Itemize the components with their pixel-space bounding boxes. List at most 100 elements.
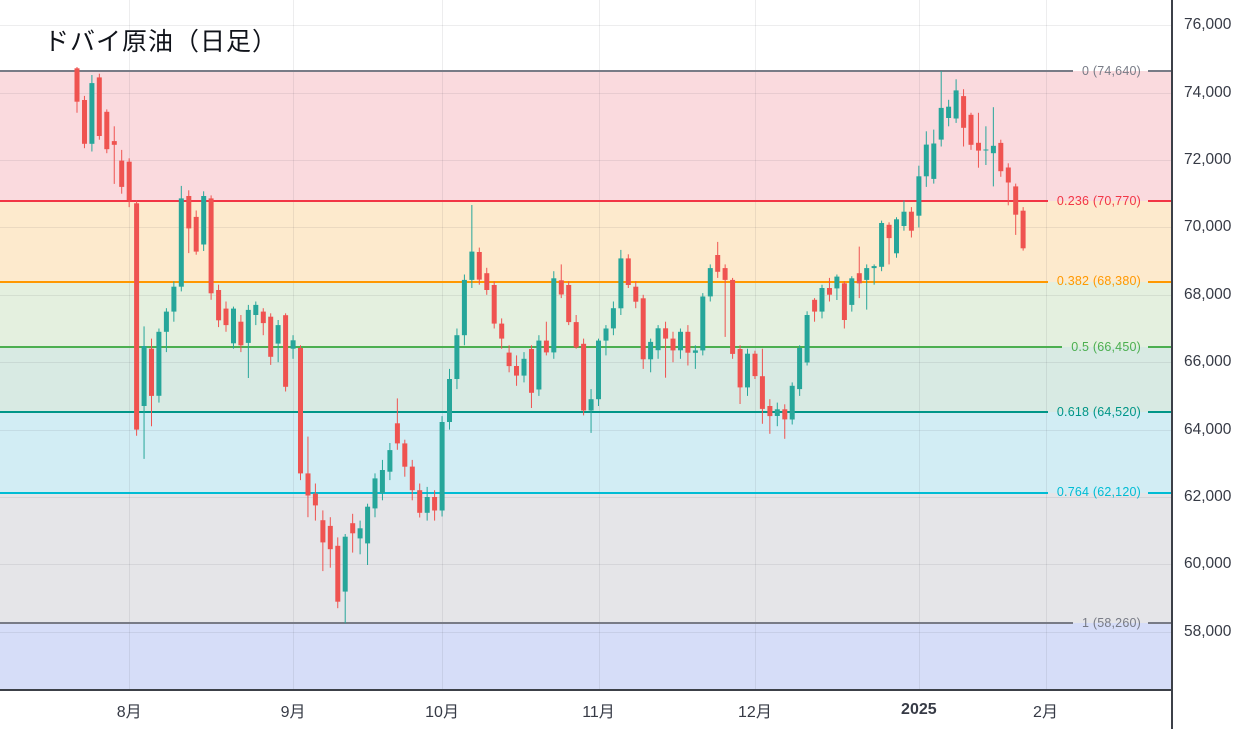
fib-level-line-stub bbox=[1148, 280, 1172, 283]
candle-up bbox=[231, 308, 236, 344]
fib-level-line[interactable] bbox=[0, 280, 1048, 283]
fib-level-label: 0.618 (64,520) bbox=[1056, 404, 1141, 419]
fib-level-0.236[interactable]: 0.236 (70,770) bbox=[0, 194, 1172, 208]
candle-up bbox=[469, 251, 475, 280]
candle-up bbox=[953, 90, 959, 119]
candle-down bbox=[208, 198, 214, 294]
candle-down bbox=[82, 100, 87, 144]
time-axis-label: 9月 bbox=[280, 703, 306, 721]
candle-down bbox=[134, 203, 140, 430]
candle-up bbox=[201, 196, 207, 245]
candle-down bbox=[998, 142, 1004, 172]
candle-up bbox=[342, 536, 348, 592]
candle-up bbox=[774, 409, 780, 416]
candle-down bbox=[193, 216, 199, 252]
price-axis[interactable]: 76,000 74,000 72,000 70,000 68,000 66,000 64,0… bbox=[1172, 0, 1252, 690]
candle-up bbox=[707, 268, 713, 297]
candle-up bbox=[447, 379, 452, 422]
chart-pane[interactable]: 0 (74,640) 0.236 (70,770) 0.382 (68,380) 0.… bbox=[0, 0, 1172, 690]
fib-level-label: 0.764 (62,120) bbox=[1056, 485, 1141, 500]
candle-up bbox=[596, 340, 601, 400]
candle-down bbox=[260, 311, 266, 324]
candle-up bbox=[797, 348, 803, 390]
candle-down bbox=[908, 211, 914, 231]
h-gridline bbox=[0, 430, 1172, 431]
candle-down bbox=[663, 328, 669, 339]
price-axis-label: 74,000 bbox=[1184, 83, 1232, 101]
fib-level-0[interactable]: 0 (74,640) bbox=[0, 64, 1172, 78]
candle-down bbox=[573, 322, 579, 348]
fib-level-1[interactable]: 1 (58,260) bbox=[0, 616, 1172, 630]
candle-down bbox=[782, 409, 788, 420]
candle-up bbox=[379, 470, 385, 494]
candle-up bbox=[424, 497, 430, 513]
candle-up bbox=[946, 106, 952, 118]
candle-down bbox=[305, 473, 311, 496]
candle-down bbox=[1020, 210, 1026, 249]
candle-up bbox=[89, 83, 95, 144]
chart-title: ドバイ原油（日足） bbox=[44, 28, 279, 56]
candle-down bbox=[119, 160, 125, 187]
candle-down bbox=[856, 273, 862, 284]
h-gridline bbox=[0, 295, 1172, 296]
fib-level-line[interactable] bbox=[0, 200, 1048, 203]
candlestick-plot[interactable] bbox=[0, 0, 1172, 690]
candle-up bbox=[745, 353, 750, 388]
candle-up bbox=[372, 478, 378, 509]
fib-level-line-stub bbox=[1148, 622, 1172, 624]
time-axis[interactable]: 8月 9月 10月 11月 12月 2025 2月 bbox=[0, 690, 1172, 729]
candle-down bbox=[268, 316, 274, 357]
candle-up bbox=[655, 328, 661, 351]
fib-level-line[interactable] bbox=[0, 491, 1048, 494]
price-axis-border bbox=[1171, 0, 1173, 729]
candle-up bbox=[536, 340, 542, 390]
candle-down bbox=[484, 273, 490, 290]
fib-level-0.382[interactable]: 0.382 (68,380) bbox=[0, 275, 1172, 289]
candle-up bbox=[357, 528, 363, 539]
candle-down bbox=[976, 142, 981, 151]
fib-band-0.382 bbox=[0, 281, 1172, 347]
candle-up bbox=[901, 211, 907, 226]
candle-up bbox=[454, 335, 460, 379]
fib-level-line[interactable] bbox=[0, 411, 1048, 414]
fib-band-0 bbox=[0, 71, 1172, 202]
v-gridline bbox=[919, 0, 920, 690]
candle-down bbox=[238, 321, 244, 346]
candle-up bbox=[923, 144, 929, 177]
price-axis-label: 64,000 bbox=[1184, 420, 1232, 438]
candle-down bbox=[350, 523, 356, 534]
candle-up bbox=[931, 143, 937, 179]
candle-down bbox=[961, 96, 967, 128]
candle-up bbox=[678, 331, 683, 351]
candle-down bbox=[409, 466, 415, 491]
candle-down bbox=[968, 114, 974, 145]
price-axis-label: 72,000 bbox=[1184, 150, 1232, 168]
v-gridline bbox=[129, 0, 130, 690]
candle-down bbox=[223, 308, 229, 326]
time-axis-label: 11月 bbox=[582, 703, 615, 721]
candle-up bbox=[819, 288, 825, 312]
candle-down bbox=[394, 423, 400, 444]
fib-level-label: 0.382 (68,380) bbox=[1056, 274, 1141, 289]
fib-level-line[interactable] bbox=[0, 70, 1074, 72]
candle-down bbox=[96, 77, 102, 136]
candle-down bbox=[737, 349, 743, 388]
fib-level-line-stub bbox=[1148, 200, 1172, 203]
candle-up bbox=[804, 315, 810, 363]
candle-down bbox=[543, 340, 549, 353]
time-axis-border bbox=[0, 689, 1172, 691]
candle-up bbox=[603, 328, 609, 341]
candle-down bbox=[491, 285, 497, 324]
fib-band-1 bbox=[0, 623, 1172, 690]
candle-up bbox=[648, 341, 654, 360]
fib-level-line[interactable] bbox=[0, 622, 1074, 624]
candle-up bbox=[290, 340, 296, 349]
candle-down bbox=[1013, 186, 1019, 215]
candle-down bbox=[841, 283, 847, 320]
candle-down bbox=[685, 331, 691, 353]
candle-down bbox=[730, 279, 736, 354]
price-axis-label: 70,000 bbox=[1184, 218, 1232, 236]
fib-level-0.764[interactable]: 0.764 (62,120) bbox=[0, 486, 1172, 500]
fib-level-0.618[interactable]: 0.618 (64,520) bbox=[0, 405, 1172, 419]
fib-level-label: 0.5 (66,450) bbox=[1071, 339, 1141, 354]
